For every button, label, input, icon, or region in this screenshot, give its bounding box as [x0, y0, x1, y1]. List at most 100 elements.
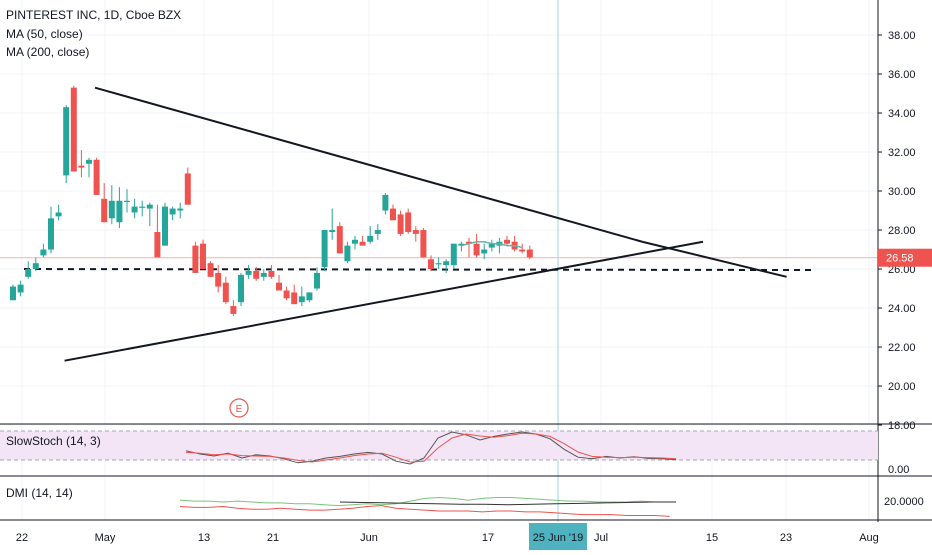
candle-15: [124, 189, 130, 213]
candle-43: [336, 222, 343, 254]
candle-7: [63, 105, 70, 184]
candle-body-6: [55, 212, 62, 217]
candle-body-21: [169, 208, 176, 215]
candle-4: [40, 243, 47, 258]
candle-57: [443, 259, 450, 273]
candle-body-54: [420, 230, 427, 258]
candle-21: [169, 206, 176, 221]
price-axis: 38.00 36.00 34.00 32.00 30.00 28.00 26.00 24.00…: [877, 0, 916, 522]
candle-body-68: [526, 249, 533, 258]
dmi-plus-line: [179, 496, 670, 507]
candle-63: [488, 239, 495, 252]
candle-14: [116, 187, 123, 229]
candle-56: [435, 257, 442, 270]
candle-body-50: [390, 208, 396, 221]
earnings-text: E: [236, 404, 243, 415]
candle-20: [162, 202, 168, 246]
candle-body-4: [40, 249, 47, 256]
candle-body-55: [428, 259, 434, 270]
candle-27: [215, 265, 222, 293]
candle-28: [222, 276, 229, 305]
x-tick-label-6: Jul: [594, 532, 608, 544]
earnings-marker: E: [229, 398, 249, 418]
candle-8: [70, 85, 77, 172]
y-tick-label-4: 30.00: [888, 186, 916, 198]
dmi-pane: 20.0000: [179, 496, 924, 517]
legend-ma50: MA (50, close): [6, 27, 83, 41]
candle-body-29: [230, 306, 237, 314]
candle-body-62: [481, 249, 488, 254]
candle-body-1: [17, 284, 24, 293]
candle-body-8: [70, 87, 77, 172]
candle-body-47: [367, 235, 374, 242]
candle-33: [260, 269, 267, 281]
trendline-2: [64, 240, 704, 362]
candle-body-22: [177, 208, 184, 211]
candle-body-60: [466, 241, 472, 244]
candle-body-31: [245, 270, 252, 275]
stoch-k-line: [185, 431, 677, 465]
candle-body-42: [329, 230, 336, 232]
candle-42: [329, 208, 336, 240]
candle-5: [48, 206, 54, 254]
candle-body-17: [139, 206, 146, 208]
candle-body-46: [359, 241, 366, 246]
y-tick-label-10: 18.00: [888, 420, 916, 432]
candle-body-16: [131, 206, 138, 213]
candles: [10, 85, 533, 316]
candle-64: [496, 237, 503, 254]
candle-18: [146, 202, 153, 227]
candle-body-52: [405, 212, 412, 232]
crosshair-date-badge: 25 Jun '19: [529, 523, 587, 550]
x-tick-label-1: May: [95, 532, 116, 544]
chart-title: PINTEREST INC, 1D, Cboe BZX: [6, 8, 182, 22]
y-tick-label-0: 38.00: [888, 30, 916, 42]
stoch-band: [0, 431, 878, 460]
candle-body-27: [215, 272, 222, 287]
candle-55: [428, 255, 434, 271]
candle-12: [101, 183, 108, 223]
candle-16: [131, 198, 138, 219]
candle-19: [154, 204, 161, 258]
candle-58: [450, 243, 457, 270]
candle-body-51: [397, 214, 404, 234]
candle-body-0: [10, 286, 16, 301]
candle-24: [192, 241, 199, 273]
candle-body-58: [450, 243, 457, 266]
candle-body-11: [93, 159, 100, 195]
candle-62: [481, 243, 488, 260]
candle-44: [344, 241, 351, 264]
candle-body-53: [412, 230, 419, 234]
candle-0: [10, 284, 16, 301]
candle-61: [473, 233, 480, 258]
candle-body-33: [260, 272, 267, 277]
candle-30: [238, 272, 244, 307]
x-tick-label-7: 15: [706, 532, 718, 544]
time-axis: 22 May 13 21 Jun 17 Jul 15 23 Aug: [16, 532, 879, 544]
candle-37: [291, 284, 298, 305]
candle-66: [511, 235, 518, 252]
candle-body-40: [314, 272, 320, 289]
candle-body-61: [473, 243, 480, 256]
candle-1: [17, 280, 24, 297]
dmi-adx-line: [339, 501, 676, 506]
candle-body-59: [458, 243, 465, 246]
last-price-badge: 26.58: [878, 248, 932, 267]
candle-53: [412, 226, 419, 242]
candle-body-9: [78, 165, 85, 168]
candle-body-32: [253, 270, 260, 279]
candle-body-43: [336, 226, 343, 254]
y-tick-label-7: 24.00: [888, 303, 916, 315]
candle-body-19: [154, 231, 161, 258]
candle-32: [253, 267, 260, 281]
candle-38: [298, 286, 305, 307]
crosshair-date-bg: [529, 523, 587, 550]
candle-17: [139, 200, 146, 217]
candle-body-36: [283, 290, 290, 299]
crosshair-date-text: 25 Jun '19: [533, 532, 583, 544]
candle-31: [245, 265, 252, 279]
candle-25: [200, 239, 206, 270]
candle-26: [207, 261, 214, 277]
